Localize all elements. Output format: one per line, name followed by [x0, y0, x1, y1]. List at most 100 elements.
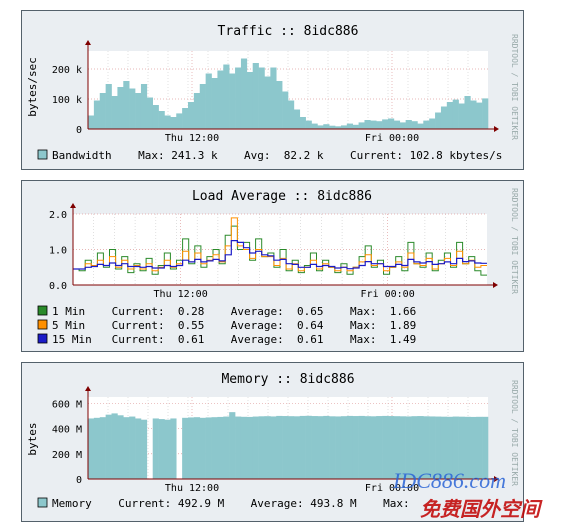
memory-bar	[217, 416, 224, 479]
traffic-bar	[305, 120, 312, 129]
memory-bar	[252, 416, 259, 479]
memory-bar	[299, 415, 306, 479]
memory-bar	[88, 418, 95, 479]
memory-bar	[240, 416, 248, 479]
memory-bar	[411, 416, 418, 479]
load-x-tick-label: Fri 00:00	[361, 289, 415, 300]
load-panel: Load Average :: 8idc886 RRDTOOL / TOBI O…	[21, 180, 524, 352]
traffic-bar	[88, 115, 95, 129]
traffic-bar	[346, 123, 353, 129]
traffic-bar	[405, 120, 412, 129]
traffic-y-arrow	[85, 40, 91, 45]
memory-y-tick-label: 400 M	[52, 425, 82, 436]
traffic-bar	[235, 67, 242, 129]
traffic-bar	[240, 58, 248, 129]
traffic-bar	[282, 91, 289, 129]
traffic-y-tick-label: 0	[76, 125, 82, 136]
traffic-bar	[211, 78, 218, 129]
traffic-bar	[364, 120, 371, 129]
memory-bar	[364, 416, 371, 479]
memory-bar	[346, 415, 353, 479]
memory-bar	[305, 415, 312, 479]
memory-bar	[246, 416, 253, 479]
traffic-bar	[388, 118, 395, 129]
memory-legend-swatch	[37, 497, 48, 508]
memory-bar	[470, 416, 477, 479]
traffic-bar	[205, 73, 212, 129]
traffic-bar	[264, 76, 271, 129]
load-title: Load Average :: 8idc886	[192, 189, 372, 204]
traffic-x-arrow	[494, 126, 499, 132]
traffic-bar	[217, 70, 224, 129]
traffic-bar	[335, 126, 342, 129]
memory-bar	[93, 417, 101, 479]
traffic-bar	[129, 88, 136, 129]
traffic-bar	[446, 102, 453, 129]
memory-bar	[405, 416, 412, 479]
load-series-5min	[73, 217, 487, 272]
memory-ylabel: bytes	[26, 422, 39, 455]
traffic-bar	[199, 84, 206, 129]
load-x-arrow	[493, 282, 498, 288]
traffic-bar	[140, 84, 148, 129]
memory-bar	[352, 416, 359, 479]
memory-bar	[117, 415, 124, 479]
memory-bar	[258, 416, 265, 479]
watermark-chinese: 免费国外空间	[420, 497, 543, 521]
memory-bar	[223, 416, 230, 479]
memory-bar	[393, 416, 401, 479]
traffic-bar	[411, 121, 418, 129]
load-side-text: RRDTOOL / TOBI OETIKER	[510, 188, 519, 294]
load-y-tick-label: 0.0	[49, 281, 67, 292]
memory-bar	[99, 417, 106, 479]
traffic-bar	[258, 67, 265, 129]
traffic-side-text: RRDTOOL / TOBI OETIKER	[510, 34, 519, 140]
memory-bar	[458, 416, 465, 479]
traffic-bar	[93, 100, 101, 129]
memory-bar	[152, 418, 159, 479]
traffic-bar	[435, 112, 442, 129]
traffic-bar	[340, 125, 348, 129]
traffic-bar	[99, 93, 106, 129]
traffic-bar	[293, 109, 301, 129]
traffic-x-tick-label: Fri 00:00	[365, 133, 419, 144]
memory-side-text: RRDTOOL / TOBI OETIKER	[510, 380, 519, 486]
memory-bar	[423, 416, 430, 479]
traffic-bar	[323, 124, 330, 129]
traffic-bar	[111, 96, 118, 129]
memory-bar	[370, 416, 377, 479]
memory-bar	[182, 417, 189, 479]
traffic-bar	[382, 119, 389, 129]
traffic-title: Traffic :: 8idc886	[218, 24, 359, 39]
memory-bar	[193, 417, 201, 479]
memory-x-tick-label: Thu 12:00	[165, 483, 219, 494]
traffic-bar	[223, 64, 230, 129]
memory-bar	[188, 417, 195, 479]
memory-panel: Memory :: 8idc886 bytes RRDTOOL / TOBI O…	[21, 362, 524, 522]
memory-bar	[264, 416, 271, 479]
memory-bar	[211, 417, 218, 479]
traffic-bar	[182, 108, 189, 129]
memory-bar	[417, 416, 424, 479]
traffic-bar	[470, 100, 477, 129]
traffic-bar	[317, 125, 324, 129]
traffic-bar	[376, 121, 383, 129]
load-y-arrow	[70, 203, 76, 208]
traffic-bar	[429, 118, 436, 129]
load-y-tick-label: 2.0	[49, 210, 67, 221]
memory-bar	[388, 416, 395, 479]
traffic-panel: Traffic :: 8idc886 bytes/sec RRDTOOL / T…	[21, 10, 524, 170]
traffic-chart: Traffic :: 8idc886 bytes/sec RRDTOOL / T…	[26, 24, 519, 162]
memory-bar	[440, 416, 448, 479]
traffic-bar	[288, 100, 295, 129]
memory-chart: Memory :: 8idc886 bytes RRDTOOL / TOBI O…	[26, 372, 519, 510]
traffic-bar	[193, 93, 201, 129]
memory-bar	[235, 416, 242, 479]
memory-bar	[311, 416, 318, 479]
memory-bar	[123, 417, 130, 479]
load-legend-5min: 5 Min Current: 0.55 Average: 0.64 Max: 1…	[52, 319, 416, 332]
memory-bar	[170, 418, 177, 479]
memory-y-arrow	[85, 386, 91, 391]
memory-bar	[317, 416, 324, 479]
memory-x-arrow	[494, 476, 499, 482]
